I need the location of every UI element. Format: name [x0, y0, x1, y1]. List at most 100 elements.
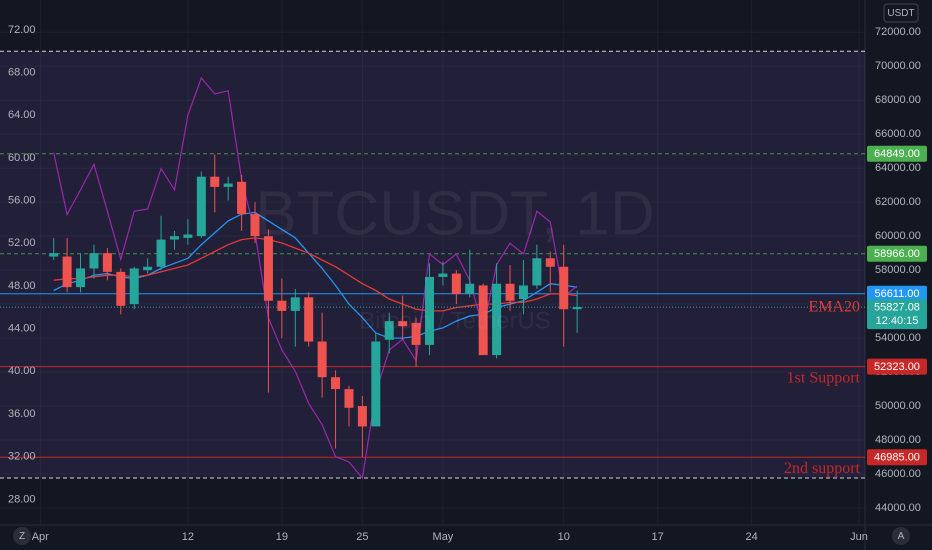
- series-label: EMA20: [808, 298, 860, 315]
- y-tick-label: 66000.00: [875, 128, 921, 140]
- level-tag: [867, 245, 927, 262]
- y2-tick-label: 56.00: [8, 195, 36, 207]
- candle-body: [384, 321, 394, 340]
- candle-body: [210, 176, 220, 187]
- y2-tick-label: 68.00: [8, 66, 36, 78]
- x-tick-label: May: [433, 531, 454, 543]
- indicator-line: [53, 76, 578, 480]
- y-tick-label: 50000.00: [875, 400, 921, 412]
- zoom-label[interactable]: Z: [19, 531, 25, 542]
- candle-body: [505, 283, 515, 301]
- candle-body: [465, 283, 475, 294]
- candle-body: [559, 266, 569, 310]
- candle-body: [183, 234, 193, 238]
- y-tick-label: 48000.00: [875, 434, 921, 446]
- candle-body: [102, 253, 112, 272]
- y2-tick-label: 48.00: [8, 280, 36, 292]
- candle-body: [196, 176, 206, 237]
- level-label: 52323.00: [874, 361, 920, 373]
- watermark-sub: Bitcoin / TetherUS: [359, 307, 551, 334]
- indicator-line: [53, 211, 578, 339]
- y-tick-label: 44000.00: [875, 502, 921, 514]
- x-tick-label: 19: [276, 531, 288, 543]
- candle-body: [411, 322, 421, 345]
- y-tick-label: 70000.00: [875, 60, 921, 72]
- y-tick-label: 58000.00: [875, 264, 921, 276]
- candle-body: [545, 258, 555, 267]
- candle-body: [290, 297, 300, 311]
- last-price-label: 55827.08: [874, 301, 920, 313]
- candle-body: [438, 273, 448, 277]
- x-tick-label: 24: [746, 531, 758, 543]
- candle-body: [277, 300, 287, 311]
- candle-body: [344, 389, 354, 408]
- candle-body: [398, 321, 408, 327]
- candle-body: [572, 307, 582, 310]
- y2-tick-label: 72.00: [8, 24, 36, 36]
- y-tick-label: 68000.00: [875, 94, 921, 106]
- candle-body: [237, 181, 247, 215]
- button-bg[interactable]: [892, 527, 910, 545]
- level-label: 64849.00: [874, 148, 920, 160]
- level-tag: [867, 449, 927, 466]
- watermark: BTCUSDT, 1D: [255, 179, 655, 248]
- y-tick-label: 64000.00: [875, 162, 921, 174]
- countdown: 12:40:15: [876, 315, 919, 327]
- auto-label[interactable]: A: [898, 531, 905, 542]
- candle-body: [62, 256, 72, 288]
- button-bg[interactable]: [13, 527, 31, 545]
- x-tick-label: 10: [558, 531, 570, 543]
- y-tick-label: 54000.00: [875, 332, 921, 344]
- candle-body: [518, 285, 528, 300]
- x-tick-label: Apr: [32, 531, 49, 543]
- y2-tick-label: 60.00: [8, 152, 36, 164]
- overlay: 44000.0046000.0048000.0050000.0052000.00…: [8, 24, 927, 543]
- candle-body: [169, 236, 179, 240]
- last-price-tag: [867, 299, 927, 330]
- auto-button[interactable]: A: [892, 527, 910, 545]
- candle-body: [304, 297, 314, 342]
- x-tick-label: 17: [652, 531, 664, 543]
- y2-tick-label: 28.00: [8, 493, 36, 505]
- candle-body: [331, 377, 341, 390]
- y2-tick-label: 36.00: [8, 408, 36, 420]
- candle-body: [425, 276, 434, 345]
- candle-body: [357, 406, 367, 427]
- rsi-band: [0, 51, 865, 479]
- y-tick-label: 60000.00: [875, 230, 921, 242]
- candle-body: [250, 214, 260, 237]
- candle-body: [49, 253, 59, 257]
- candle-body: [317, 341, 327, 378]
- y2-tick-label: 64.00: [8, 109, 36, 121]
- level-tag: [867, 358, 927, 375]
- plot: [0, 50, 865, 480]
- candle-body: [371, 341, 381, 427]
- candle-body: [116, 271, 126, 306]
- candle-body: [89, 253, 99, 269]
- y2-tick-label: 40.00: [8, 365, 36, 377]
- x-tick-label: Jun: [850, 531, 868, 543]
- candle-body: [492, 283, 502, 356]
- x-tick-label: 12: [182, 531, 194, 543]
- candle-body: [143, 266, 153, 271]
- y2-tick-label: 44.00: [8, 323, 36, 335]
- level-text: 1st Support: [787, 369, 861, 386]
- candle-body: [223, 183, 233, 187]
- level-text: 2nd support: [784, 460, 861, 477]
- indicator-line: [53, 237, 578, 312]
- candle-body: [263, 236, 273, 301]
- y2-tick-label: 32.00: [8, 451, 36, 463]
- candle-body: [129, 268, 139, 305]
- y2-tick-label: 52.00: [8, 237, 36, 249]
- candle-body: [478, 285, 488, 356]
- zoom-button[interactable]: Z: [13, 527, 31, 545]
- candle-body: [76, 268, 86, 288]
- candle-body: [532, 258, 542, 286]
- y-tick-label: 62000.00: [875, 196, 921, 208]
- level-label: 58966.00: [874, 248, 920, 260]
- candle-body: [156, 239, 166, 267]
- level-tag: [867, 145, 927, 162]
- level-label: 56611.00: [874, 288, 919, 300]
